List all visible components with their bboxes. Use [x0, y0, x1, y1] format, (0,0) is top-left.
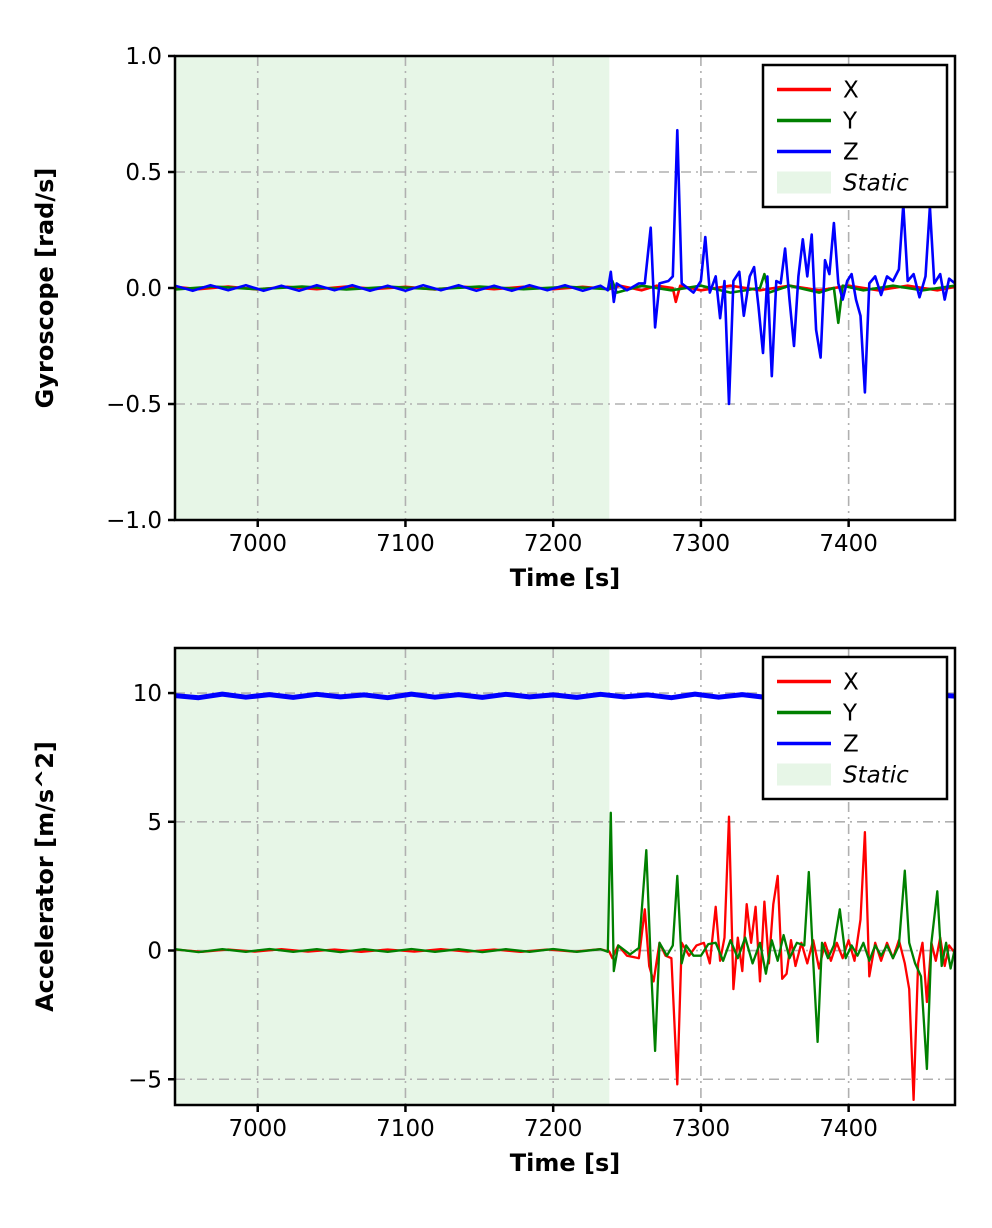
legend-label: Y — [842, 109, 858, 135]
x-tick-label: 7000 — [228, 531, 287, 557]
y-axis-label: Accelerator [m/s^2] — [31, 741, 59, 1012]
series-Y-line — [175, 272, 955, 325]
y-tick-label: 5 — [147, 810, 162, 836]
legend-label: Static — [843, 763, 909, 789]
y-tick-label: −0.5 — [106, 392, 162, 418]
legend-sample-Static — [777, 171, 831, 194]
y-tick-label: 0 — [147, 939, 162, 965]
x-tick-label: 7000 — [228, 1116, 287, 1142]
legend-sample-Static — [777, 763, 831, 786]
accelerometer-chart: 7000 7100 7200 7300 7400 −5 0 5 10 Time [s] Accele… — [31, 646, 957, 1177]
legend-label: X — [843, 670, 859, 696]
x-axis-label: Time [s] — [510, 564, 620, 592]
x-tick-label: 7100 — [376, 1116, 435, 1142]
x-tick-label: 7300 — [672, 1116, 731, 1142]
series-Z-line — [175, 128, 955, 406]
legend-label: Y — [842, 701, 858, 727]
series-Y-line — [175, 811, 955, 1071]
x-tick-label: 7400 — [819, 1116, 878, 1142]
legend-label: Z — [843, 140, 859, 166]
legend-label: Static — [843, 171, 909, 197]
x-tick-label: 7100 — [376, 531, 435, 557]
axes-spines — [173, 646, 957, 1107]
x-tick-label: 7200 — [524, 531, 583, 557]
y-axis-label: Gyroscope [rad/s] — [31, 168, 59, 409]
y-tick-label: −5 — [128, 1067, 162, 1093]
y-tick-label: 0.0 — [125, 276, 162, 302]
y-tick-label: 10 — [133, 681, 162, 707]
y-tick-label: −1.0 — [106, 508, 162, 534]
x-tick-label: 7300 — [672, 531, 731, 557]
y-tick-label: 1.0 — [125, 44, 162, 70]
x-axis-label: Time [s] — [510, 1149, 620, 1177]
static-region — [175, 648, 610, 1105]
y-tick-label: 0.5 — [125, 160, 162, 186]
legend-label: Z — [843, 732, 859, 758]
x-tick-label: 7400 — [819, 531, 878, 557]
gyroscope-chart: 7000 7100 7200 7300 7400 −1.0 −0.5 0.0 0.5 1.0 Tim… — [31, 44, 957, 592]
x-tick-label: 7200 — [524, 1116, 583, 1142]
legend-label: X — [843, 78, 859, 104]
